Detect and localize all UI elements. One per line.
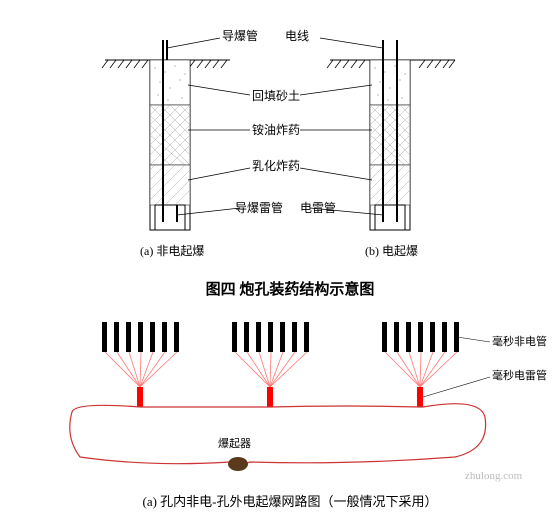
wire-loop [70,404,486,467]
label-haomiao-fei: 毫秒非电管 [492,334,547,348]
figure4-title: 图四 炮孔装药结构示意图 [10,278,560,299]
cluster-1 [102,322,179,407]
label-daobao-leiguan: 导爆雷管 [235,200,283,215]
detonator-ball-icon [228,457,248,471]
figure4-diagram: 导爆管 电线 回填砂土 铵油炸药 乳化炸药 导爆雷管 电雷管 (a) 非电起爆 … [10,10,550,270]
label-baoqiqi: 爆起器 [218,436,251,450]
label-ruhua: 乳化炸药 [252,159,300,173]
label-dianxian: 电线 [285,29,309,43]
label-dian-leiguan: 电雷管 [300,200,336,215]
label-huitian: 回填砂土 [252,89,300,103]
borehole-a [150,40,190,230]
figureA-diagram: 爆起器 毫秒非电管 毫秒电雷管 zhulong.com [10,307,550,487]
label-haomiao-dian: 毫秒电雷管 [492,368,547,382]
borehole-b [370,40,410,230]
figureA-caption: (a) 孔内非电-孔外电起爆网路图（一般情况下采用） [10,491,560,510]
caption-a: (a) 非电起爆 [140,244,204,258]
watermark: zhulong.com [465,470,523,482]
cluster-2 [232,322,309,407]
label-daobaoguan: 导爆管 [222,28,258,43]
caption-b: (b) 电起爆 [365,244,418,258]
label-anyou: 铵油炸药 [252,122,300,137]
cluster-3 [382,322,459,407]
